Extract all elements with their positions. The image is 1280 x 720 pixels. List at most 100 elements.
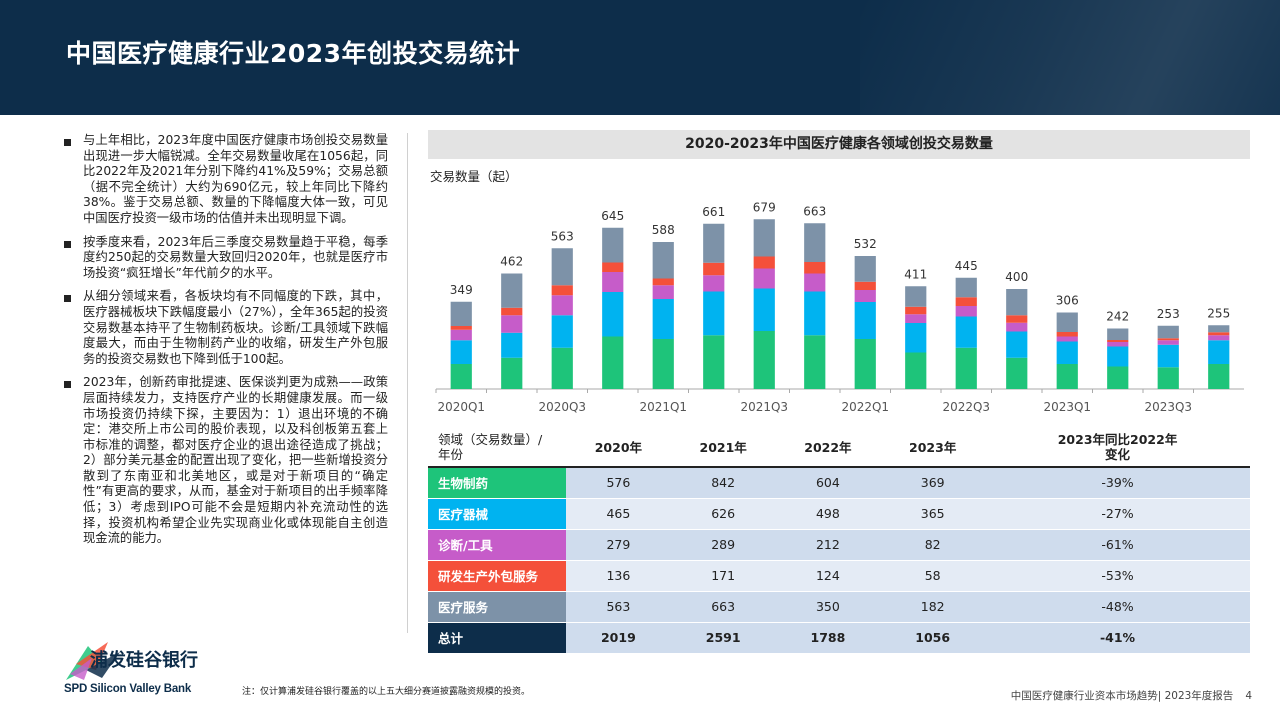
bar-segment bbox=[854, 302, 876, 339]
bar-segment bbox=[1006, 289, 1028, 316]
bar-segment bbox=[703, 335, 725, 389]
bar-segment bbox=[1006, 331, 1028, 358]
table-header-cell: 2023年 bbox=[880, 427, 986, 468]
bar-segment bbox=[753, 268, 775, 289]
bar-segment bbox=[1107, 328, 1129, 340]
bar-segment bbox=[602, 262, 624, 272]
bar-segment bbox=[501, 332, 523, 358]
bar-total-label: 462 bbox=[500, 255, 523, 269]
bar-segment bbox=[905, 352, 927, 389]
bar-total-label: 255 bbox=[1207, 306, 1230, 320]
bar-segment bbox=[1006, 357, 1028, 389]
bar-segment bbox=[804, 223, 826, 262]
bar-segment bbox=[1107, 342, 1129, 347]
bar-segment bbox=[652, 285, 674, 299]
row-label-cell: 医疗器械 bbox=[428, 498, 566, 530]
bar-segment bbox=[652, 278, 674, 286]
bar-segment bbox=[753, 219, 775, 257]
bullet-text: 按季度来看，2023年后三季度交易数量趋于平稳，每季度约250起的交易数量大致回… bbox=[83, 234, 388, 280]
x-tick-label: 2021Q3 bbox=[740, 400, 788, 414]
bullet-square-icon bbox=[64, 139, 71, 146]
table-header-row: 领域（交易数量）/ 年份 2020年 2021年 2022年 2023年 202… bbox=[428, 427, 1250, 468]
page-title: 中国医疗健康行业2023年创投交易统计 bbox=[66, 39, 521, 68]
bar-segment bbox=[1157, 325, 1179, 339]
table-cell: 365 bbox=[880, 498, 986, 530]
table-header-cell: 2022年 bbox=[775, 427, 881, 468]
bar-total-label: 242 bbox=[1106, 310, 1129, 324]
bar-total-label: 532 bbox=[854, 237, 877, 251]
bar-segment bbox=[1208, 364, 1230, 389]
bar-segment bbox=[804, 291, 826, 336]
bar-segment bbox=[905, 306, 927, 315]
bar-segment bbox=[1208, 335, 1230, 341]
bar-segment bbox=[551, 295, 573, 316]
table-header-cell: 2023年同比2022年 变化 bbox=[985, 427, 1250, 468]
bullet-item: 从细分领域来看，各板块均有不同幅度的下跌，其中，医疗器械板块下跌幅度最小（27%… bbox=[64, 289, 388, 367]
bullet-item: 按季度来看，2023年后三季度交易数量趋于平稳，每季度约250起的交易数量大致回… bbox=[64, 235, 388, 282]
table-cell: 576 bbox=[566, 467, 671, 499]
header-text: 2020年 bbox=[594, 440, 643, 455]
bar-segment bbox=[1157, 338, 1179, 341]
bar-segment bbox=[854, 290, 876, 302]
chart-title: 2020-2023年中国医疗健康各领域创投交易数量 bbox=[428, 130, 1250, 159]
bar-segment bbox=[1157, 367, 1179, 389]
table-cell: 124 bbox=[775, 560, 881, 592]
logo-chinese-name: 浦发硅谷银行 bbox=[90, 650, 198, 671]
table-cell: 1056 bbox=[880, 622, 986, 654]
bar-segment bbox=[1107, 340, 1129, 342]
bar-segment bbox=[703, 275, 725, 292]
bullet-list: 与上年相比，2023年度中国医疗健康市场创投交易数量出现进一步大幅锐减。全年交易… bbox=[64, 133, 388, 555]
deal-count-table: 领域（交易数量）/ 年份 2020年 2021年 2022年 2023年 202… bbox=[428, 427, 1250, 654]
bar-segment bbox=[551, 315, 573, 348]
logo-english-name: SPD Silicon Valley Bank bbox=[64, 683, 192, 695]
table-cell: 82 bbox=[880, 529, 986, 561]
bar-total-label: 411 bbox=[904, 267, 927, 281]
bar-segment bbox=[551, 285, 573, 296]
x-tick-label: 2022Q1 bbox=[841, 400, 889, 414]
table-cell: -41% bbox=[985, 622, 1250, 654]
bar-total-label: 400 bbox=[1005, 270, 1028, 284]
bar-segment bbox=[1157, 340, 1179, 345]
table-cell: -61% bbox=[985, 529, 1250, 561]
bar-segment bbox=[1208, 340, 1230, 364]
bar-segment bbox=[703, 291, 725, 336]
bullet-square-icon bbox=[64, 295, 71, 303]
bar-segment bbox=[450, 340, 472, 364]
spd-svb-logo: 浦发硅谷银行 SPD Silicon Valley Bank bbox=[62, 640, 222, 704]
header-band: 中国医疗健康行业2023年创投交易统计 bbox=[0, 0, 1280, 115]
bullet-text: 从细分领域来看，各板块均有不同幅度的下跌，其中，医疗器械板块下跌幅度最小（27%… bbox=[83, 289, 388, 366]
table-row: 诊断/工具 279 289 212 82 -61% bbox=[428, 529, 1250, 561]
bar-segment bbox=[602, 292, 624, 337]
row-label-cell: 生物制药 bbox=[428, 467, 566, 499]
bar-total-label: 563 bbox=[551, 229, 574, 243]
row-label-cell: 研发生产外包服务 bbox=[428, 560, 566, 592]
bar-total-label: 588 bbox=[652, 223, 675, 237]
footer-report-info: 中国医疗健康行业资本市场趋势| 2023年度报告 4 bbox=[1011, 688, 1252, 703]
table-cell: 279 bbox=[566, 529, 671, 561]
chart-y-axis-label: 交易数量（起） bbox=[430, 169, 518, 184]
table-cell: 136 bbox=[566, 560, 671, 592]
bar-total-label: 645 bbox=[601, 209, 624, 223]
bar-segment bbox=[703, 223, 725, 263]
table-cell: 663 bbox=[670, 591, 776, 623]
bar-segment bbox=[905, 286, 927, 307]
bar-segment bbox=[854, 281, 876, 290]
bar-segment bbox=[551, 248, 573, 286]
table-cell: 350 bbox=[775, 591, 881, 623]
bar-segment bbox=[804, 262, 826, 274]
x-tick-label: 2023Q3 bbox=[1144, 400, 1192, 414]
bar-segment bbox=[905, 323, 927, 353]
table-cell: 842 bbox=[670, 467, 776, 499]
bar-segment bbox=[602, 336, 624, 389]
x-tick-label: 2020Q3 bbox=[538, 400, 586, 414]
table-header-cell: 2020年 bbox=[566, 427, 671, 468]
bar-segment bbox=[501, 357, 523, 389]
bar-segment bbox=[753, 288, 775, 331]
table-cell: 498 bbox=[775, 498, 881, 530]
bar-segment bbox=[955, 316, 977, 348]
table-cell: 58 bbox=[880, 560, 986, 592]
bar-segment bbox=[450, 364, 472, 389]
bar-segment bbox=[652, 299, 674, 339]
bar-segment bbox=[501, 315, 523, 333]
table-cell: 289 bbox=[670, 529, 776, 561]
